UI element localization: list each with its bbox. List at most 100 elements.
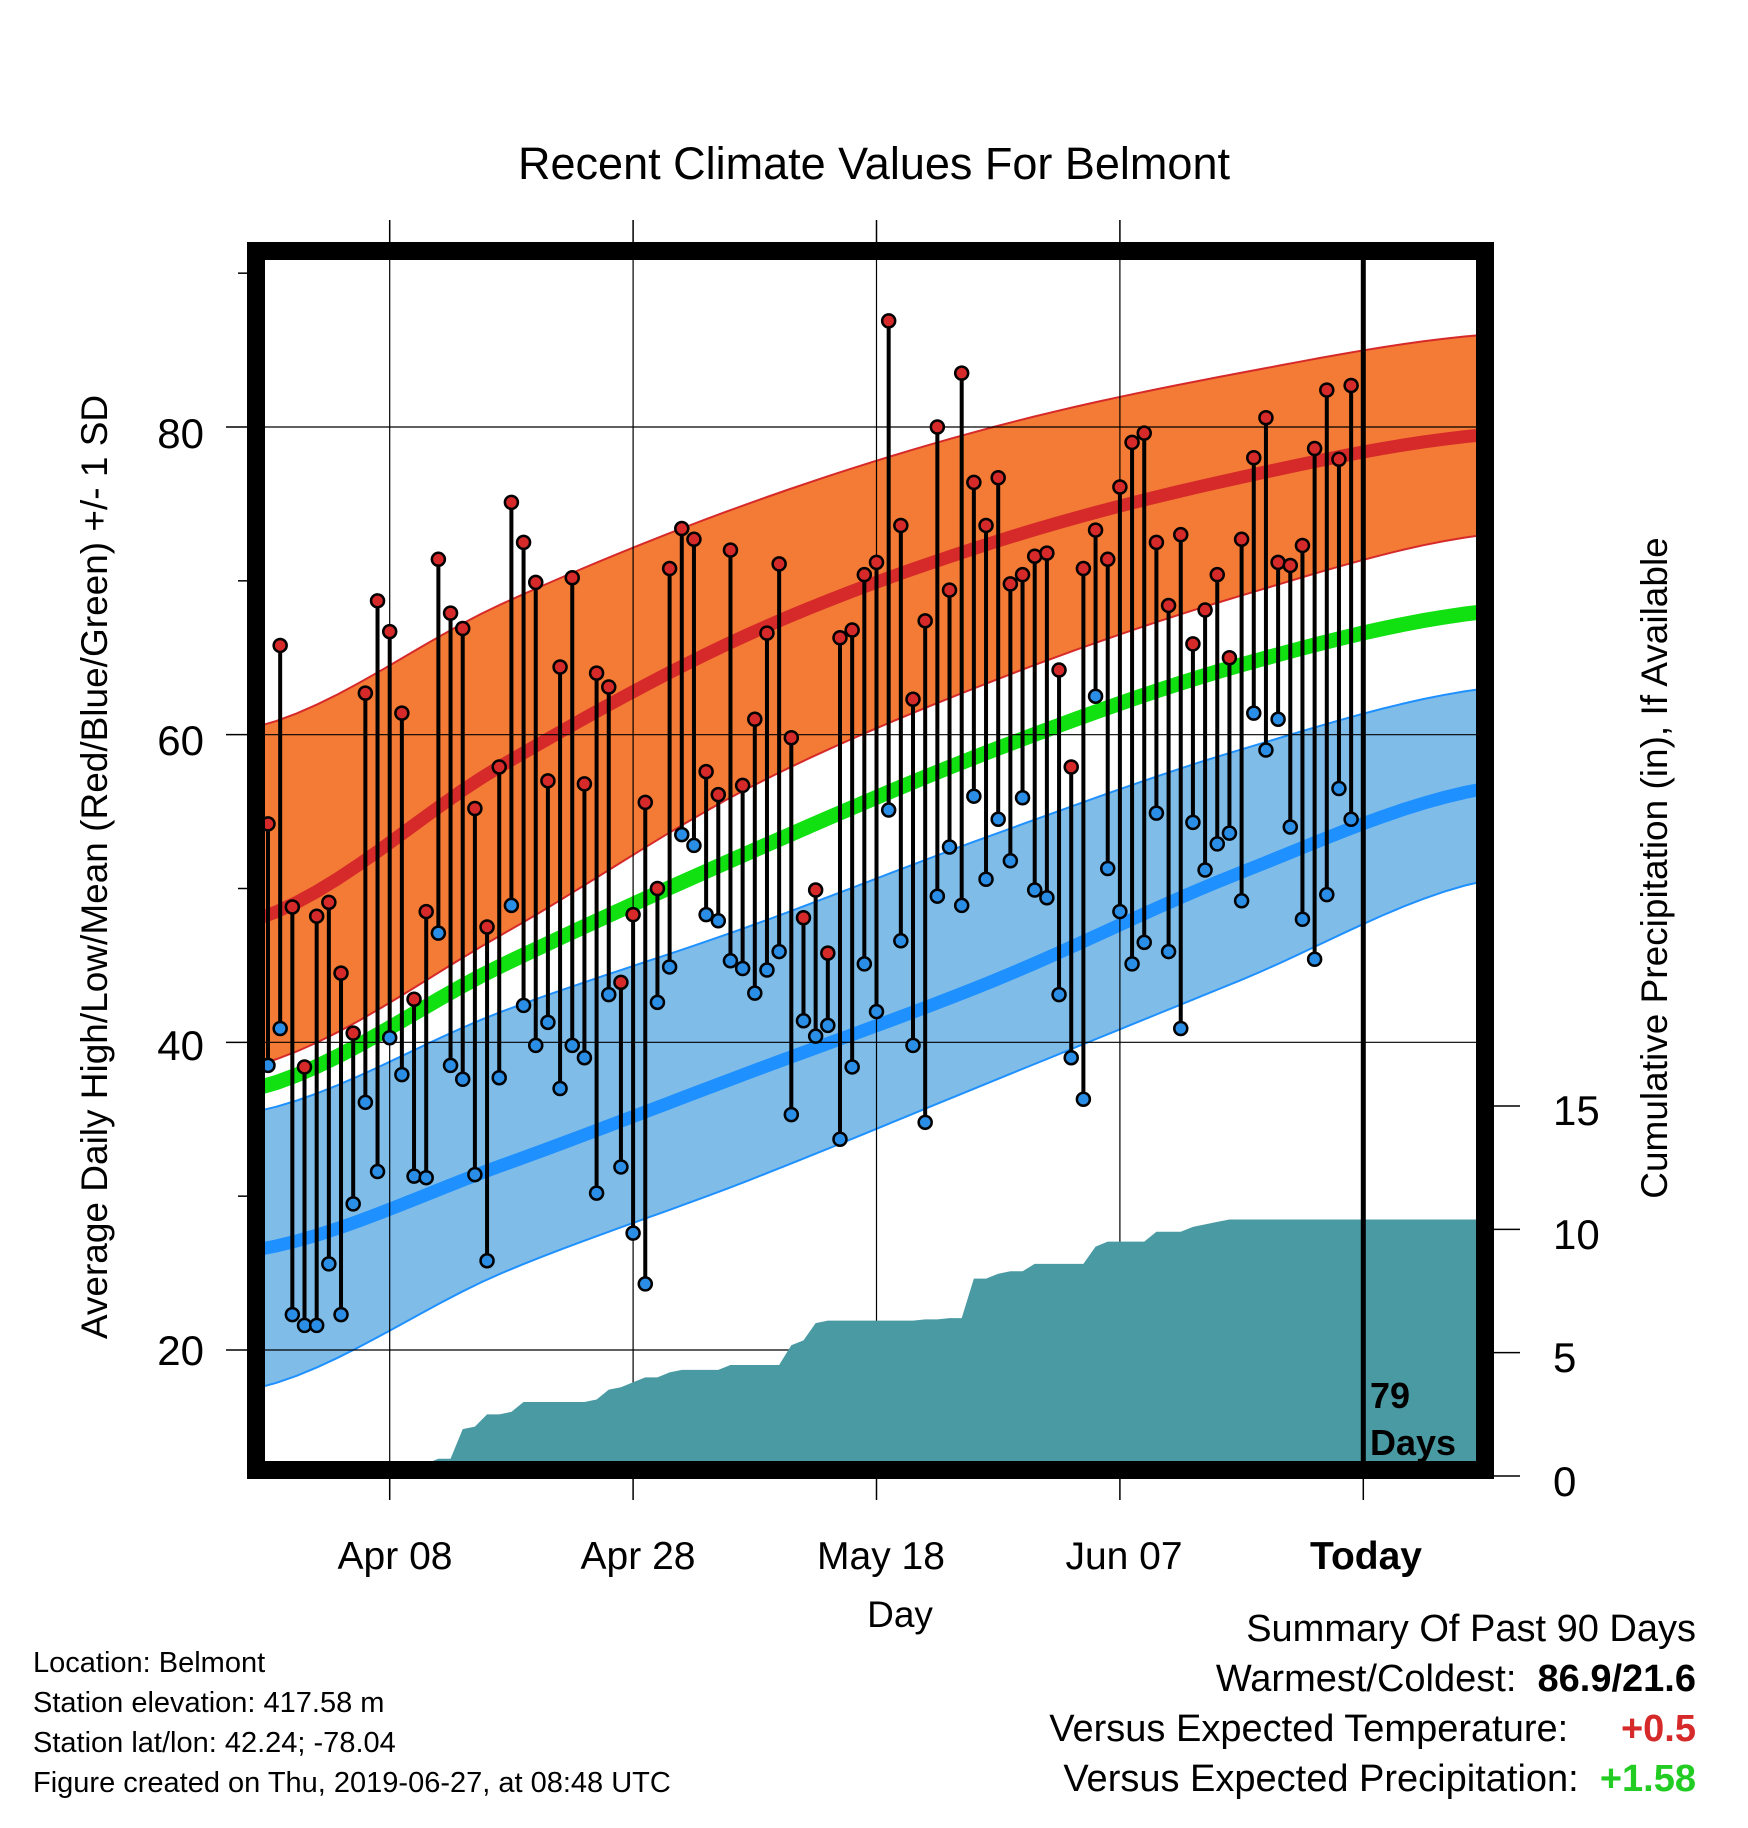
normal-low-line: [254, 782, 1487, 1257]
daily-low-point: [1319, 886, 1335, 903]
daily-low-point: [333, 1306, 349, 1323]
daily-high-point: [272, 637, 288, 654]
daily-low-point: [759, 962, 775, 978]
daily-high-point: [637, 794, 654, 811]
y-tick-label: 80: [157, 410, 204, 457]
daily-low-point: [576, 1049, 593, 1066]
daily-low-point: [917, 1114, 933, 1131]
summary-warmest-label: Warmest/Coldest:: [1215, 1658, 1517, 1700]
daily-high-point: [540, 773, 556, 789]
daily-low-point: [637, 1276, 654, 1292]
daily-high-point: [649, 880, 666, 897]
daily-low-point: [1331, 780, 1347, 797]
daily-high-point: [1270, 554, 1286, 571]
daily-high-point: [576, 776, 593, 792]
daily-high-point: [759, 625, 775, 641]
summary-precip-value: +1.58: [1599, 1758, 1696, 1800]
daily-high-point: [1331, 451, 1347, 468]
daily-high-point: [698, 763, 714, 780]
daily-high-point: [1233, 531, 1250, 548]
daily-high-point: [357, 685, 374, 701]
daily-high-point: [674, 520, 690, 537]
summary-temp-label: Versus Expected Temperature:: [1049, 1708, 1569, 1750]
daily-low-point: [625, 1225, 641, 1241]
precip-tick-label: 10: [1553, 1211, 1600, 1258]
precip-tick-label: 15: [1553, 1087, 1600, 1134]
daily-high-point: [661, 560, 678, 577]
daily-high-point: [1014, 566, 1031, 583]
daily-low-point: [1099, 860, 1116, 877]
daily-high-point: [820, 945, 836, 961]
daily-low-point: [1087, 688, 1104, 704]
daily-high-point: [613, 974, 629, 991]
daily-low-point: [1282, 819, 1299, 835]
daily-low-point: [1233, 893, 1250, 909]
daily-low-point: [1051, 986, 1067, 1003]
daily-low-point: [1124, 956, 1140, 972]
daily-high-point: [734, 777, 751, 794]
info-latlon: Station lat/lon: 42.24; -78.04: [33, 1727, 396, 1759]
daily-low-point: [893, 933, 909, 949]
daily-low-point: [406, 1168, 422, 1184]
daily-high-point: [966, 474, 982, 491]
daily-high-point: [1039, 545, 1055, 561]
summary-temp-value: +0.5: [1620, 1708, 1696, 1750]
x-tick-label: Apr 08: [337, 1535, 453, 1578]
y-tick-label: 20: [157, 1327, 204, 1374]
daily-high-point: [491, 759, 507, 775]
daily-high-point: [1099, 551, 1116, 568]
daily-high-point: [552, 659, 568, 675]
y-axis-label-right: Cumulative Precipitation (in), If Availa…: [1634, 537, 1675, 1199]
daily-low-point: [442, 1057, 459, 1074]
daily-low-point: [1246, 705, 1262, 721]
daily-low-point: [1209, 836, 1226, 852]
daily-high-point: [917, 613, 933, 629]
y-tick-label: 60: [157, 717, 204, 764]
daily-high-point: [686, 531, 702, 548]
daily-high-point: [369, 593, 386, 609]
daily-low-point: [929, 888, 946, 904]
info-created: Figure created on Thu, 2019-06-27, at 08…: [33, 1767, 671, 1799]
daily-high-point: [795, 909, 812, 926]
daily-high-point: [722, 542, 739, 558]
daily-low-point: [1258, 742, 1274, 758]
daily-low-point: [1173, 1020, 1189, 1037]
daily-low-point: [1306, 951, 1323, 968]
daily-low-point: [467, 1166, 483, 1183]
daily-low-point: [1112, 903, 1128, 920]
daily-low-point: [418, 1169, 434, 1186]
daily-high-point: [710, 786, 727, 803]
daily-low-point: [807, 1028, 824, 1044]
daily-high-point: [807, 882, 824, 898]
daily-low-point: [430, 925, 447, 941]
daily-low-point: [540, 1014, 556, 1031]
x-tick-label: Jun 07: [1065, 1535, 1183, 1578]
x-tick-label: Apr 28: [580, 1535, 696, 1578]
daily-low-point: [941, 839, 958, 855]
daily-high-point: [868, 554, 885, 571]
daily-low-point: [357, 1094, 374, 1111]
info-elevation: Station elevation: 417.58 m: [33, 1687, 385, 1719]
daily-high-point: [1173, 526, 1189, 543]
daily-low-point: [552, 1080, 568, 1097]
daily-low-point: [953, 897, 970, 914]
daily-high-point: [1087, 522, 1104, 538]
daily-low-point: [1002, 853, 1019, 869]
daily-high-point: [454, 620, 471, 637]
precip-tick-label: 0: [1553, 1458, 1577, 1505]
daily-low-point: [1014, 789, 1031, 806]
daily-low-point: [844, 1059, 860, 1075]
daily-low-point: [1148, 805, 1165, 821]
daily-high-point: [296, 1059, 313, 1075]
daily-high-point: [905, 691, 921, 708]
daily-low-point: [1294, 911, 1311, 928]
daily-low-point: [515, 997, 532, 1014]
daily-low-point: [1026, 882, 1043, 898]
daily-low-point: [771, 943, 787, 960]
daily-low-point: [698, 906, 714, 923]
daily-low-point: [1063, 1049, 1079, 1066]
daily-low-point: [588, 1185, 605, 1201]
daily-low-point: [674, 826, 690, 843]
daily-low-point: [369, 1163, 386, 1180]
